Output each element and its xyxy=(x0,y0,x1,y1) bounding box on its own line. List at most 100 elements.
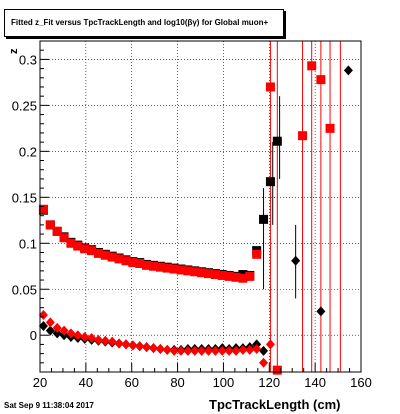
diamond-marker xyxy=(100,335,110,346)
diamond-marker xyxy=(259,345,269,356)
x-tick-label: 100 xyxy=(213,375,235,390)
diamond-marker xyxy=(183,345,193,356)
diamond-marker xyxy=(204,345,214,356)
square-marker xyxy=(155,262,165,272)
square-marker xyxy=(224,271,234,281)
grid xyxy=(40,41,361,372)
diamond-marker xyxy=(316,306,326,317)
x-tick-label: 160 xyxy=(350,375,372,390)
diamond-marker xyxy=(114,338,124,349)
diamond-marker xyxy=(73,330,83,341)
square-marker xyxy=(265,82,275,92)
diamond-marker xyxy=(59,325,69,336)
square-marker xyxy=(38,204,48,214)
square-marker xyxy=(45,220,55,230)
square-marker xyxy=(80,244,90,254)
square-marker xyxy=(325,123,335,133)
square-marker xyxy=(217,270,227,280)
square-marker xyxy=(210,270,220,280)
diamond-marker xyxy=(245,344,255,355)
x-tick-label: 120 xyxy=(258,375,280,390)
diamond-marker xyxy=(217,345,227,356)
square-marker xyxy=(316,75,326,85)
diamond-marker xyxy=(176,345,186,356)
square-marker xyxy=(162,263,172,273)
square-marker xyxy=(169,264,179,274)
chart-title: Fitted z_Fit versus TpcTrackLength and l… xyxy=(11,18,269,27)
diamond-marker xyxy=(148,343,158,354)
square-marker xyxy=(100,250,110,260)
square-marker xyxy=(272,136,282,146)
square-marker xyxy=(272,365,282,375)
square-marker xyxy=(245,271,255,281)
y-tick-label: 0.1 xyxy=(19,236,37,251)
diamond-marker xyxy=(66,328,76,339)
square-marker xyxy=(259,214,269,224)
square-marker xyxy=(148,261,158,271)
square-marker xyxy=(52,226,62,236)
diamond-marker xyxy=(45,317,55,328)
square-marker xyxy=(238,273,248,283)
data-markers xyxy=(38,61,353,375)
diamond-marker xyxy=(210,345,220,356)
diamond-marker xyxy=(259,357,269,368)
square-marker xyxy=(87,246,97,256)
y-tick-label: 0.2 xyxy=(19,144,37,159)
diamond-marker xyxy=(107,336,117,347)
square-marker xyxy=(114,254,124,264)
error-bars xyxy=(263,41,341,372)
square-marker xyxy=(265,177,275,187)
diamond-marker xyxy=(155,344,165,355)
diamond-marker xyxy=(265,339,275,350)
square-marker xyxy=(231,272,241,282)
y-tick-label: 0.25 xyxy=(12,98,37,113)
diamond-marker xyxy=(231,345,241,356)
diamond-marker xyxy=(197,345,207,356)
diamond-marker xyxy=(238,344,248,355)
y-tick-label: 0.3 xyxy=(19,52,37,67)
square-marker xyxy=(183,266,193,276)
diamond-marker xyxy=(93,334,103,345)
diamond-marker xyxy=(52,328,62,339)
x-tick-label: 140 xyxy=(304,375,326,390)
square-marker xyxy=(107,252,117,262)
x-tick-label: 60 xyxy=(124,375,138,390)
diamond-marker xyxy=(135,341,145,352)
square-marker xyxy=(128,258,138,268)
square-marker xyxy=(298,131,308,141)
square-marker xyxy=(204,269,214,279)
square-marker xyxy=(93,248,103,258)
square-marker xyxy=(66,238,76,248)
square-marker xyxy=(197,268,207,278)
square-marker xyxy=(121,256,131,266)
diamond-marker xyxy=(121,339,131,350)
y-tick-label: 0.05 xyxy=(12,282,37,297)
diamond-marker xyxy=(190,345,200,356)
square-marker xyxy=(176,265,186,275)
diamond-marker xyxy=(80,332,90,343)
datestamp: Sat Sep 9 11:38:04 2017 xyxy=(4,401,94,410)
square-marker xyxy=(252,249,262,259)
square-marker xyxy=(307,61,317,71)
axis-ticks: 20 40 60 80 100 120 140 160 0 0.05 0.1 0.15 0.2 0.25 0… xyxy=(12,40,372,390)
diamond-marker xyxy=(224,345,234,356)
diamond-marker xyxy=(162,344,172,355)
diamond-marker xyxy=(128,340,138,351)
y-axis-title: z xyxy=(8,48,20,55)
plot-frame xyxy=(39,40,362,373)
y-tick-label: 0 xyxy=(30,328,37,343)
title-box: Fitted z_Fit versus TpcTrackLength and l… xyxy=(4,9,284,37)
diamond-marker xyxy=(142,342,152,353)
square-marker xyxy=(73,241,83,251)
diamond-marker xyxy=(87,332,97,343)
x-axis-title: TpcTrackLength (cm) xyxy=(209,397,341,412)
diamond-marker xyxy=(38,309,48,320)
diamond-marker xyxy=(45,325,55,336)
x-tick-label: 80 xyxy=(170,375,184,390)
diamond-marker xyxy=(343,65,353,76)
diamond-marker xyxy=(169,345,179,356)
x-tick-label: 40 xyxy=(79,375,93,390)
y-tick-label: 0.15 xyxy=(12,190,37,205)
x-tick-label: 20 xyxy=(33,375,47,390)
